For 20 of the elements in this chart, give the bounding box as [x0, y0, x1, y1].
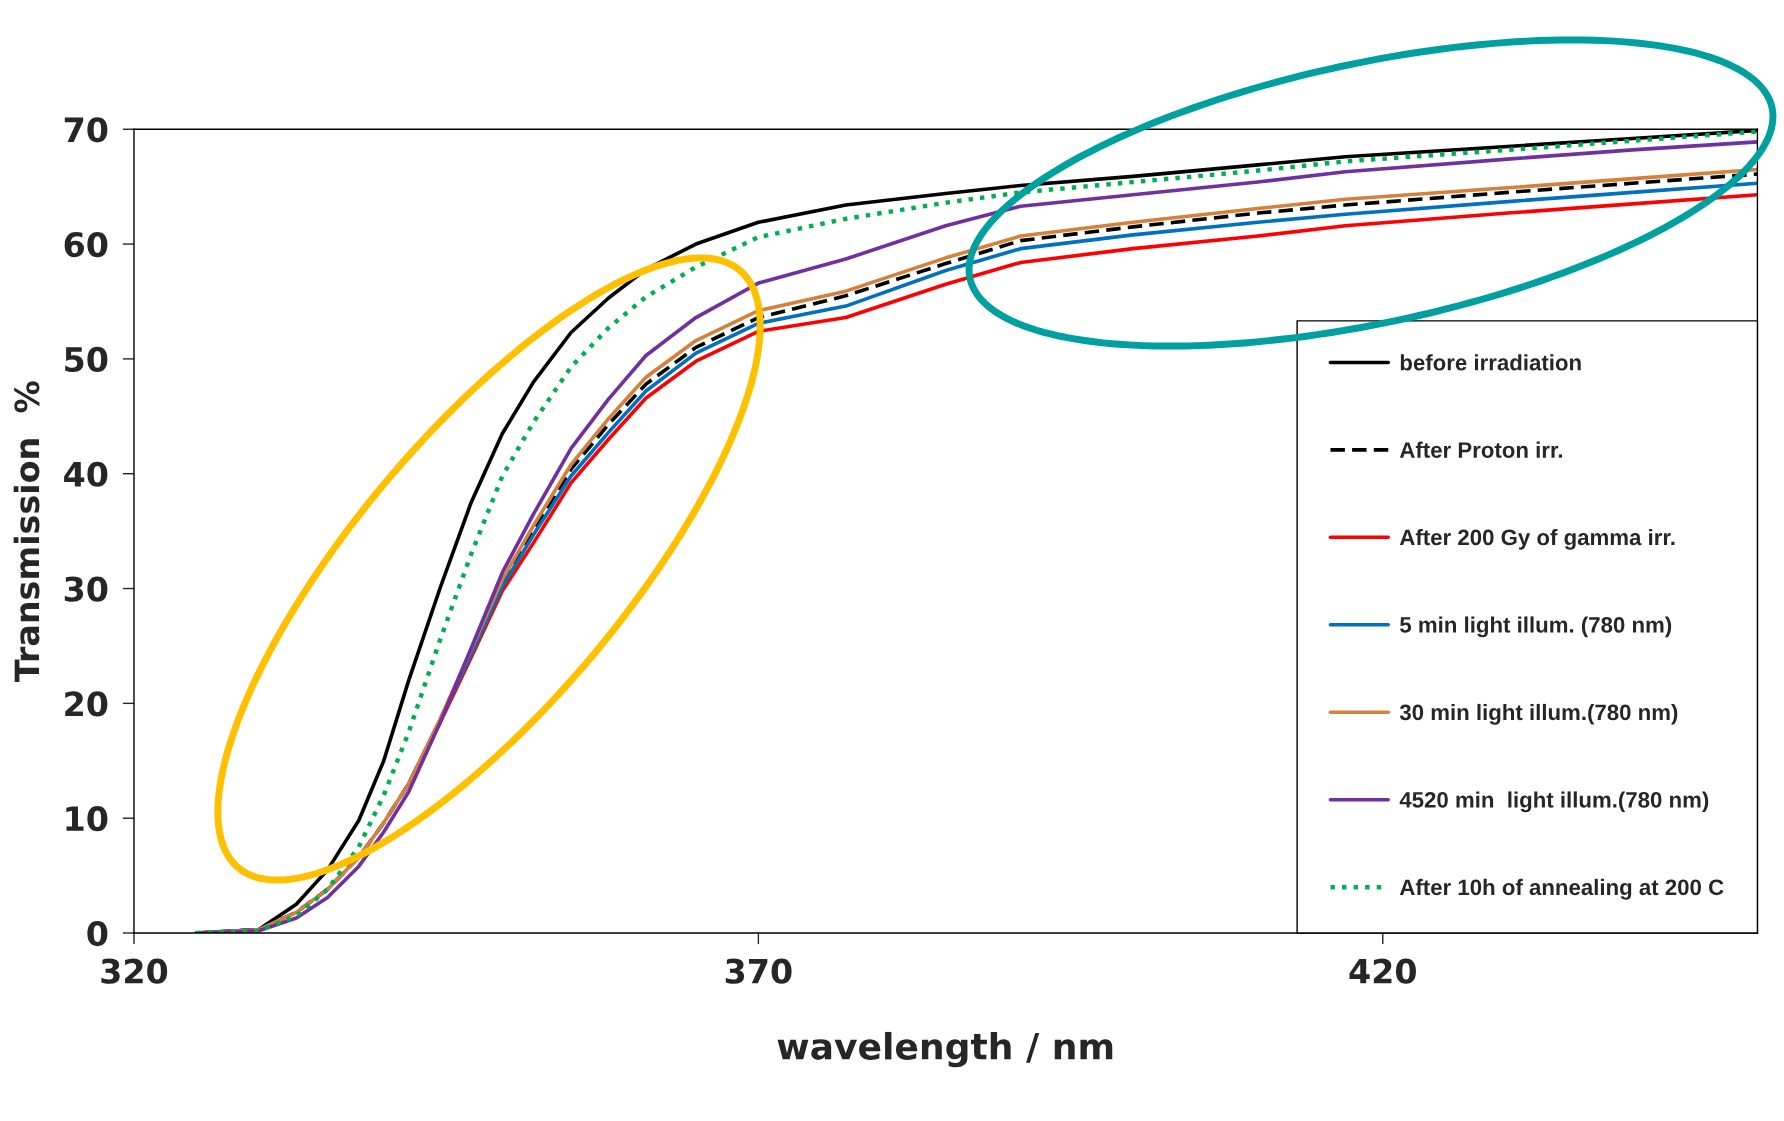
y-axis-title: Transmission %: [13, 381, 40, 683]
x-axis-title: wavelength / nm: [777, 1031, 1113, 1068]
legend-label: 30 min light illum.(780 nm): [1399, 703, 1678, 725]
y-tick-label: 60: [64, 232, 108, 258]
y-tick-label: 70: [64, 117, 108, 143]
legend-label: before irradiation: [1400, 354, 1581, 371]
y-tick-label: 40: [64, 461, 108, 487]
legend-label: After 200 Gy of gamma irr.: [1399, 528, 1675, 550]
x-tick-label: 420: [1349, 958, 1416, 984]
x-tick-label: 370: [725, 958, 792, 984]
legend-label: 5 min light illum. (780 nm): [1400, 616, 1672, 638]
y-tick-label: 10: [66, 806, 108, 832]
y-tick-label: 0: [87, 920, 108, 947]
y-tick-label: 20: [65, 691, 108, 717]
legend-label: After Proton irr.: [1399, 441, 1563, 458]
y-tick-label: 50: [65, 346, 108, 373]
x-tick-label: 320: [101, 958, 168, 984]
legend-label: 4520 min light illum.(780 nm): [1399, 791, 1709, 813]
legend-label: After 10h of annealing at 200 C: [1399, 878, 1724, 900]
y-tick-label: 30: [64, 576, 108, 602]
